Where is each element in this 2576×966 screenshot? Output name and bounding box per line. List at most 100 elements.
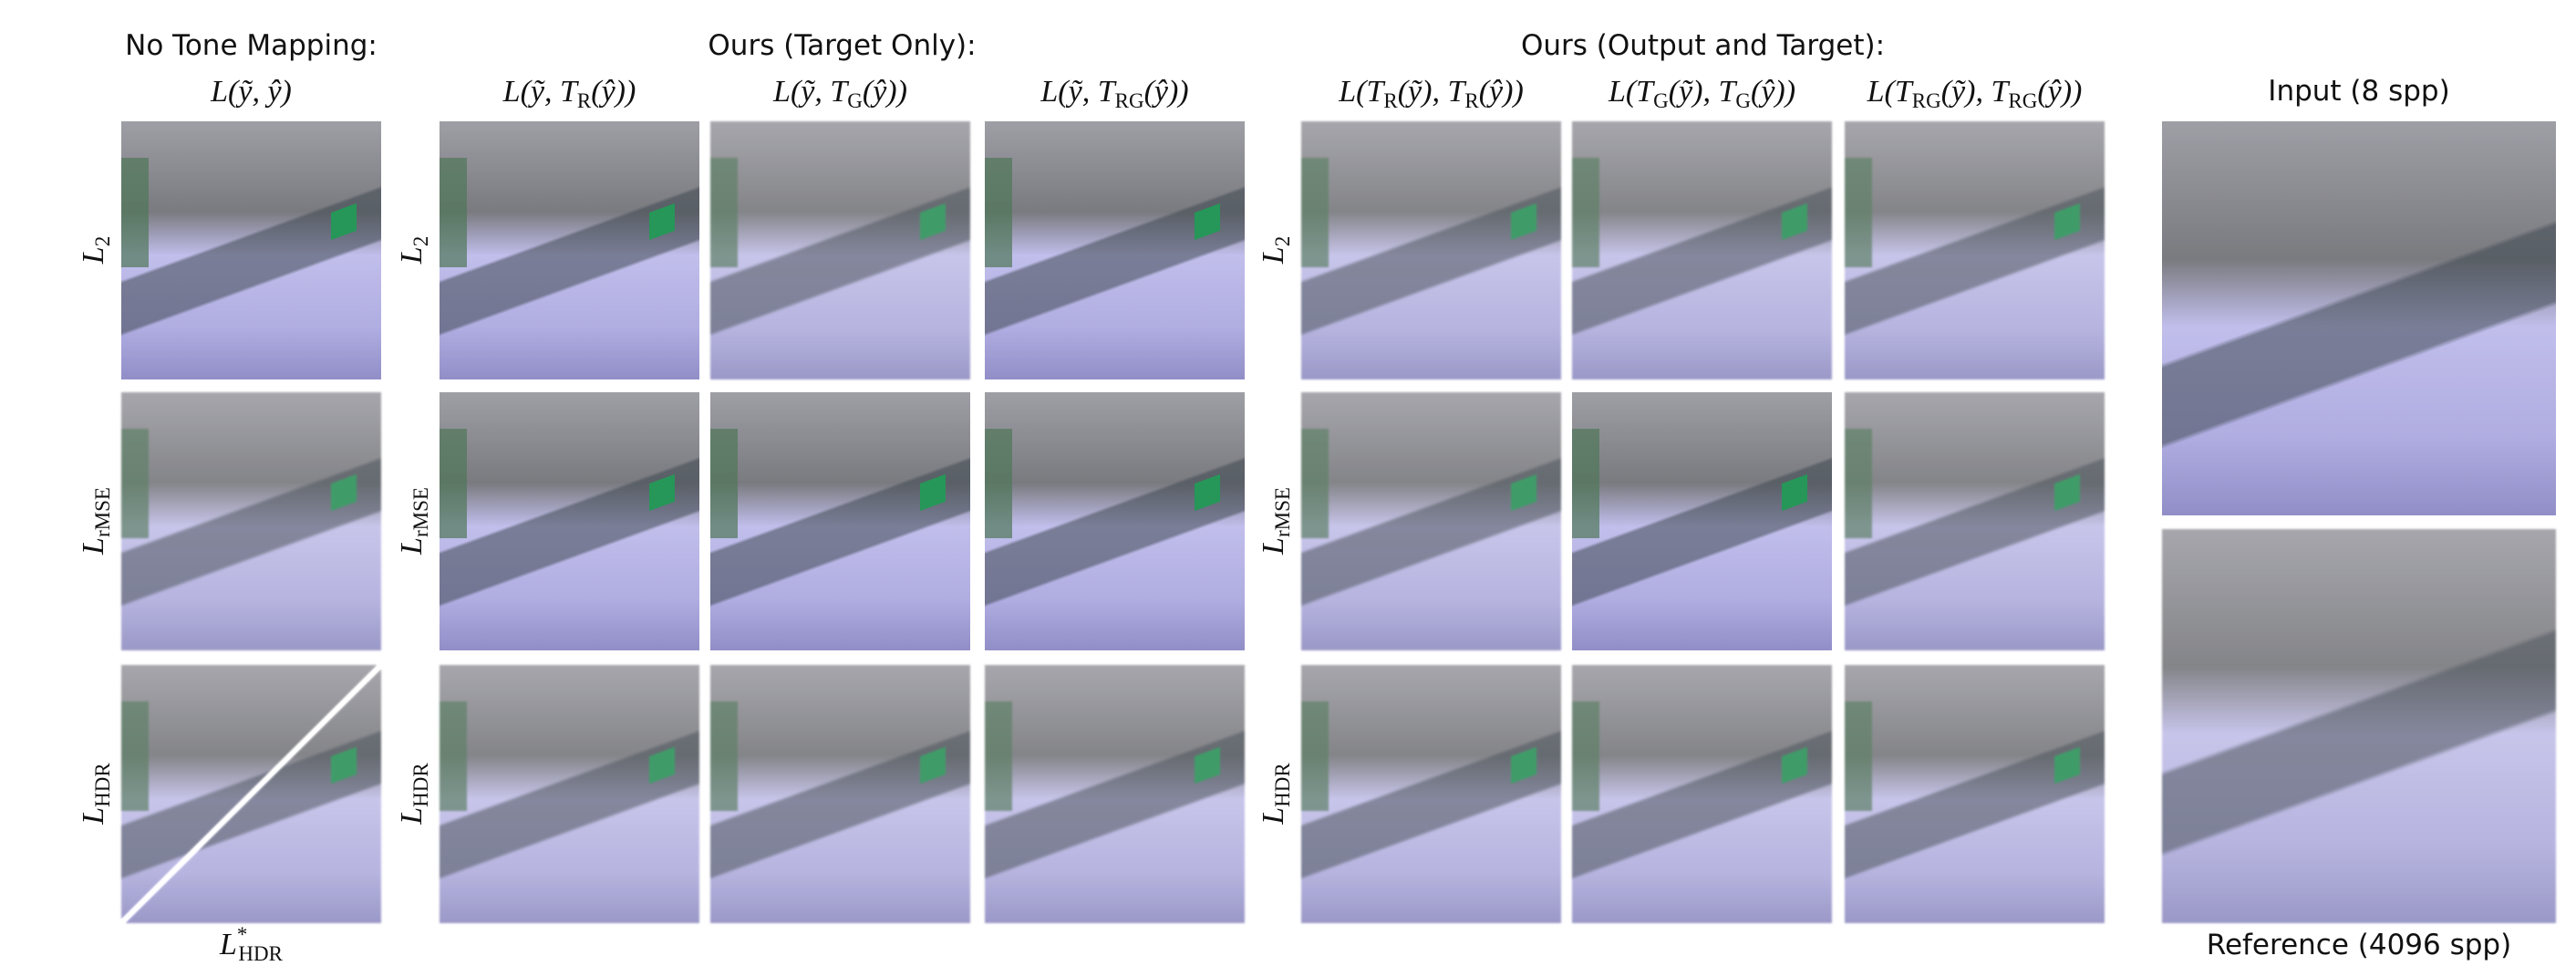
image-panel	[1572, 392, 1832, 650]
math-sub: RG	[1115, 89, 1144, 112]
math-text: L(T	[1867, 75, 1912, 109]
green-block	[331, 474, 357, 511]
green-block	[649, 203, 675, 240]
figure: No Tone Mapping:L(ỹ, ŷ)L2LrMSELHDRL*HDRO…	[0, 0, 2576, 964]
math-text: L(ỹ, ŷ)	[211, 75, 292, 109]
image-panel	[985, 121, 1245, 379]
bottom-label: L*HDR	[220, 923, 283, 966]
math-sub: rMSE	[1271, 487, 1294, 537]
image-panel	[440, 392, 699, 650]
math-text: (ŷ))	[2037, 75, 2082, 109]
image-panel	[1845, 392, 2105, 650]
foliage	[121, 158, 149, 267]
math-text: (ŷ))	[1144, 75, 1189, 109]
foliage	[1572, 701, 1599, 811]
image-panel	[985, 665, 1245, 923]
math-sub: G	[1735, 89, 1751, 112]
foliage	[710, 701, 738, 811]
green-block	[1195, 747, 1220, 784]
image-panel	[440, 121, 699, 379]
image-panel	[710, 665, 970, 923]
image-panel	[1572, 121, 1832, 379]
math-text: (ỹ), T	[1941, 75, 2009, 109]
math-text: (ŷ))	[591, 75, 636, 109]
row-label: LHDR	[77, 763, 115, 824]
math-text: L	[77, 807, 110, 825]
math-text: (ŷ))	[1751, 75, 1795, 109]
math-text: L(T	[1609, 75, 1653, 109]
green-block	[1782, 747, 1807, 784]
math-text: (ŷ))	[863, 75, 907, 109]
side-label: Reference (4096 spp)	[2207, 929, 2511, 961]
image-panel	[710, 121, 970, 379]
green-block	[649, 747, 675, 784]
row-label: LHDR	[395, 763, 433, 824]
math-text: L	[395, 807, 429, 825]
math-text: L(ỹ, T	[773, 75, 847, 109]
math-text: L	[77, 246, 110, 264]
math-sub: R	[577, 89, 591, 112]
foliage	[1845, 158, 1872, 267]
green-block	[920, 203, 946, 240]
foliage	[1845, 429, 1872, 538]
foliage	[710, 429, 738, 538]
green-block	[1511, 747, 1536, 784]
math-sub: R	[1464, 89, 1478, 112]
column-label: L(ỹ, TRG(ŷ))	[1040, 75, 1188, 113]
foliage	[1845, 701, 1872, 811]
math-text: (ỹ), T	[1398, 75, 1465, 109]
foliage	[1301, 158, 1329, 267]
row-label: LrMSE	[77, 487, 115, 555]
row-label: L2	[77, 236, 115, 264]
image-panel	[440, 665, 699, 923]
image-panel	[1301, 665, 1561, 923]
math-text: L	[395, 537, 429, 555]
group-header: Ours (Target Only):	[708, 29, 976, 62]
math-sub: 2	[1271, 236, 1294, 247]
column-label: L(TRG(ỹ), TRG(ŷ))	[1867, 75, 2083, 113]
row-label: LrMSE	[1257, 487, 1295, 555]
math-sub: RG	[2008, 89, 2037, 112]
image-panel	[121, 392, 381, 650]
foliage	[985, 158, 1012, 267]
foliage	[440, 701, 467, 811]
foliage	[1301, 701, 1329, 811]
column-label: L(TG(ỹ), TG(ŷ))	[1609, 75, 1795, 113]
math-text: L(ỹ, T	[503, 75, 577, 109]
green-block	[1782, 203, 1807, 240]
foliage	[985, 701, 1012, 811]
math-sub: HDR	[409, 763, 432, 807]
image-panel	[121, 665, 381, 923]
math-text: (ŷ))	[1479, 75, 1524, 109]
math-text: L(ỹ, T	[1040, 75, 1114, 109]
green-block	[920, 474, 946, 511]
image-panel	[1572, 665, 1832, 923]
green-block	[649, 474, 675, 511]
foliage	[440, 429, 467, 538]
math-sub: rMSE	[409, 487, 432, 537]
foliage	[121, 429, 149, 538]
math-sub: HDR	[91, 763, 114, 807]
math-text: L(T	[1339, 75, 1383, 109]
side-label: Input (8 spp)	[2268, 75, 2449, 108]
green-block	[1195, 474, 1220, 511]
row-label: L2	[395, 236, 433, 264]
math-text: (ỹ), T	[1669, 75, 1736, 109]
green-block	[2054, 747, 2080, 784]
group-header: Ours (Output and Target):	[1521, 29, 1885, 62]
green-block	[1511, 203, 1536, 240]
foliage	[440, 158, 467, 267]
math-sub: 2	[91, 236, 114, 247]
image-panel	[121, 121, 381, 379]
row-label: LrMSE	[395, 487, 433, 555]
foliage	[985, 429, 1012, 538]
image-panel	[985, 392, 1245, 650]
math-text: L	[1257, 246, 1290, 264]
math-text: L	[1257, 537, 1290, 555]
column-label: L(ỹ, ŷ)	[211, 75, 292, 109]
math-sub: G	[1653, 89, 1669, 112]
group-header: No Tone Mapping:	[125, 29, 378, 62]
column-label: L(TR(ỹ), TR(ŷ))	[1339, 75, 1524, 113]
math-text: L	[77, 537, 110, 555]
foliage	[1572, 158, 1599, 267]
